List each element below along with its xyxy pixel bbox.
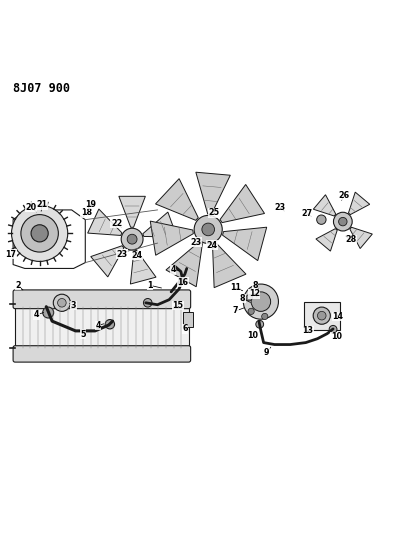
Circle shape — [202, 223, 215, 236]
Text: 8J07 900: 8J07 900 — [13, 82, 70, 95]
Bar — [304, 302, 340, 330]
Circle shape — [262, 313, 268, 320]
Text: 20: 20 — [25, 203, 36, 212]
Text: 10: 10 — [248, 332, 259, 341]
Circle shape — [121, 228, 143, 250]
Text: 23: 23 — [275, 203, 286, 212]
Polygon shape — [213, 243, 246, 288]
Polygon shape — [196, 172, 230, 214]
Circle shape — [243, 284, 279, 319]
Text: 18: 18 — [81, 208, 92, 217]
Text: 3: 3 — [71, 301, 76, 310]
Bar — [15, 306, 189, 348]
Text: 25: 25 — [209, 208, 220, 217]
Polygon shape — [166, 242, 202, 287]
Text: 12: 12 — [249, 289, 260, 298]
Text: 22: 22 — [111, 219, 122, 228]
Text: 4: 4 — [170, 265, 176, 274]
Circle shape — [334, 212, 352, 231]
Circle shape — [105, 320, 114, 329]
Text: 1: 1 — [147, 281, 152, 290]
Circle shape — [317, 215, 326, 224]
Polygon shape — [313, 195, 336, 216]
Text: 6: 6 — [182, 325, 187, 334]
Circle shape — [127, 235, 137, 244]
Polygon shape — [350, 227, 372, 248]
Text: 24: 24 — [207, 240, 218, 249]
Polygon shape — [119, 196, 145, 227]
Polygon shape — [91, 246, 124, 277]
Text: 4: 4 — [34, 310, 39, 319]
Text: 4: 4 — [95, 321, 101, 330]
Text: 24: 24 — [132, 251, 143, 260]
Circle shape — [11, 205, 68, 261]
Text: 7: 7 — [233, 306, 238, 316]
Circle shape — [318, 311, 326, 320]
Text: 26: 26 — [338, 191, 349, 200]
Circle shape — [313, 307, 331, 324]
Circle shape — [248, 308, 254, 314]
Polygon shape — [143, 212, 177, 237]
Text: 8: 8 — [252, 281, 258, 290]
Polygon shape — [349, 192, 370, 215]
Text: 5: 5 — [81, 329, 86, 338]
Text: 9: 9 — [264, 348, 270, 357]
Polygon shape — [130, 251, 156, 284]
Text: 2: 2 — [15, 281, 20, 290]
Circle shape — [58, 298, 66, 307]
Text: 19: 19 — [86, 199, 97, 208]
Circle shape — [31, 225, 48, 242]
Circle shape — [43, 307, 54, 318]
Circle shape — [339, 217, 347, 226]
Circle shape — [256, 320, 264, 328]
Polygon shape — [220, 184, 264, 223]
Text: 23: 23 — [117, 249, 128, 259]
Circle shape — [53, 294, 70, 311]
Circle shape — [143, 298, 152, 307]
Text: 14: 14 — [332, 312, 343, 321]
Circle shape — [179, 268, 188, 277]
Circle shape — [194, 215, 222, 244]
FancyBboxPatch shape — [13, 346, 191, 362]
Polygon shape — [222, 227, 267, 261]
Text: 11: 11 — [230, 284, 241, 293]
Text: 27: 27 — [301, 209, 312, 219]
Text: 28: 28 — [345, 236, 356, 245]
Text: 21: 21 — [37, 200, 48, 209]
Bar — [183, 312, 193, 327]
Polygon shape — [316, 229, 337, 251]
Text: 15: 15 — [172, 301, 183, 310]
Circle shape — [246, 295, 252, 301]
Text: 23: 23 — [190, 238, 201, 247]
Text: 8: 8 — [240, 294, 245, 303]
Text: 17: 17 — [6, 249, 17, 259]
Text: 13: 13 — [303, 326, 314, 335]
Circle shape — [329, 326, 337, 333]
Polygon shape — [88, 209, 122, 236]
Circle shape — [251, 292, 271, 311]
Circle shape — [21, 215, 59, 252]
FancyBboxPatch shape — [13, 290, 191, 309]
Text: 10: 10 — [331, 332, 342, 341]
Polygon shape — [150, 221, 193, 255]
Polygon shape — [156, 179, 198, 220]
Text: 16: 16 — [177, 278, 188, 287]
